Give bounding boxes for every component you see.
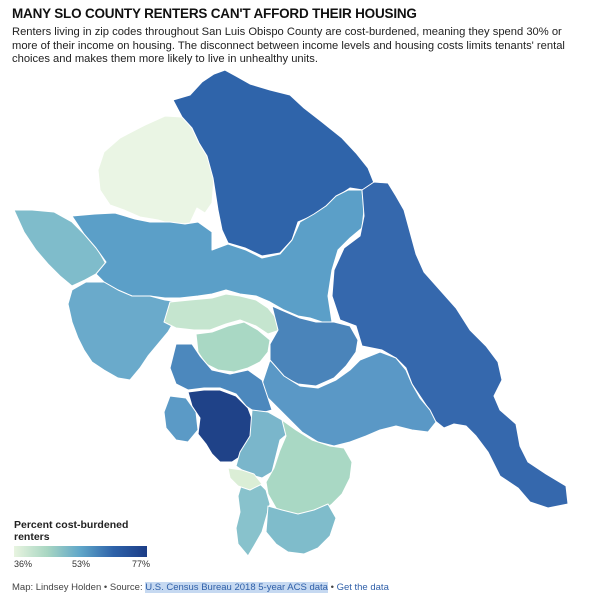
zip-area[interactable]: [97, 115, 215, 226]
footer-separator: •: [327, 582, 337, 593]
zip-area[interactable]: [261, 351, 437, 447]
footer: Map: Lindsey Holden • Source: U.S. Censu…: [12, 582, 389, 593]
legend: Percent cost-burdened renters 36% 53% 77…: [14, 519, 154, 571]
zip-area[interactable]: [235, 475, 271, 557]
zip-area[interactable]: [67, 281, 181, 381]
zip-area[interactable]: [163, 395, 199, 443]
legend-max-label: 77%: [132, 559, 151, 569]
page-title: MANY SLO COUNTY RENTERS CAN'T AFFORD THE…: [12, 6, 417, 21]
page-subtitle: Renters living in zip codes throughout S…: [12, 26, 565, 66]
zip-area[interactable]: [227, 467, 263, 491]
footer-credit: Map: Lindsey Holden • Source:: [12, 582, 146, 593]
legend-title: Percent cost-burdened renters: [14, 519, 129, 543]
source-link[interactable]: U.S. Census Bureau 2018 5-year ACS data: [145, 582, 328, 593]
legend-color-scale: [14, 546, 147, 557]
get-data-link[interactable]: Get the data: [336, 582, 389, 593]
zip-area[interactable]: [265, 503, 337, 555]
zip-code-map: [13, 69, 569, 557]
zip-area[interactable]: [269, 305, 359, 387]
zip-area[interactable]: [331, 181, 569, 509]
legend-min-label: 36%: [14, 559, 33, 569]
legend-ticks: 36% 53% 77%: [14, 557, 151, 571]
legend-mid-label: 53%: [72, 559, 91, 569]
zip-area[interactable]: [163, 293, 281, 335]
